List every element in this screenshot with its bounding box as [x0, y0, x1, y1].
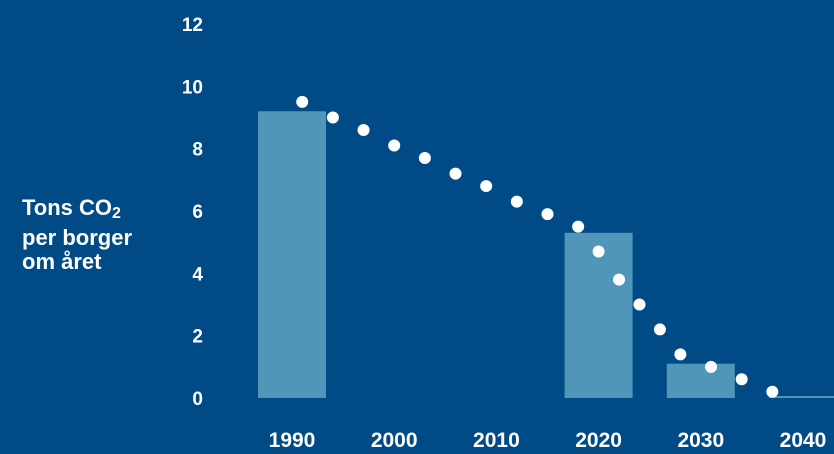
y-tick-label-6: 6: [192, 202, 203, 223]
bar-1990: [258, 111, 326, 399]
data-point-2006: [449, 167, 462, 180]
data-point-2026: [653, 323, 666, 336]
data-point-2024: [633, 298, 646, 311]
data-point-1991: [296, 95, 309, 108]
data-point-2034: [735, 373, 748, 386]
data-point-1994: [326, 111, 339, 124]
y-axis-label: Tons CO2 per borger om året: [22, 196, 132, 274]
bar-2040: [769, 396, 834, 398]
x-tick-label-2030: 2030: [677, 429, 724, 452]
bar-2030: [666, 363, 735, 398]
x-tick-label-2000: 2000: [371, 429, 418, 452]
data-point-2037: [766, 385, 779, 398]
data-point-1997: [357, 123, 370, 136]
data-point-2020: [592, 245, 605, 258]
y-tick-label-0: 0: [192, 389, 203, 410]
data-point-2009: [480, 180, 493, 193]
y-tick-label-4: 4: [192, 264, 203, 285]
y-axis-label-line-2: per borger: [22, 225, 133, 250]
data-point-2003: [418, 152, 431, 165]
y-tick-label-10: 10: [182, 77, 203, 98]
x-tick-label-2010: 2010: [473, 429, 520, 452]
bar-2020: [564, 232, 633, 398]
y-tick-label-2: 2: [192, 327, 203, 348]
y-axis-label-subscript: 2: [112, 205, 121, 222]
data-point-2015: [541, 208, 554, 221]
x-tick-label-1990: 1990: [269, 429, 316, 452]
data-point-2028: [674, 348, 687, 361]
x-tick-label-2020: 2020: [575, 429, 622, 452]
y-axis-label-line-1: Tons CO2: [22, 196, 132, 226]
data-point-2012: [510, 195, 523, 208]
y-axis-label-line-3: om året: [22, 249, 102, 274]
y-axis-label-text: Tons CO: [22, 195, 113, 220]
data-point-2031: [705, 360, 718, 373]
y-tick-label-12: 12: [182, 15, 203, 36]
x-tick-label-2040: 2040: [780, 429, 827, 452]
data-point-2018: [572, 220, 585, 233]
data-point-2000: [388, 139, 401, 152]
data-point-2022: [613, 273, 626, 286]
y-tick-label-8: 8: [192, 140, 203, 161]
